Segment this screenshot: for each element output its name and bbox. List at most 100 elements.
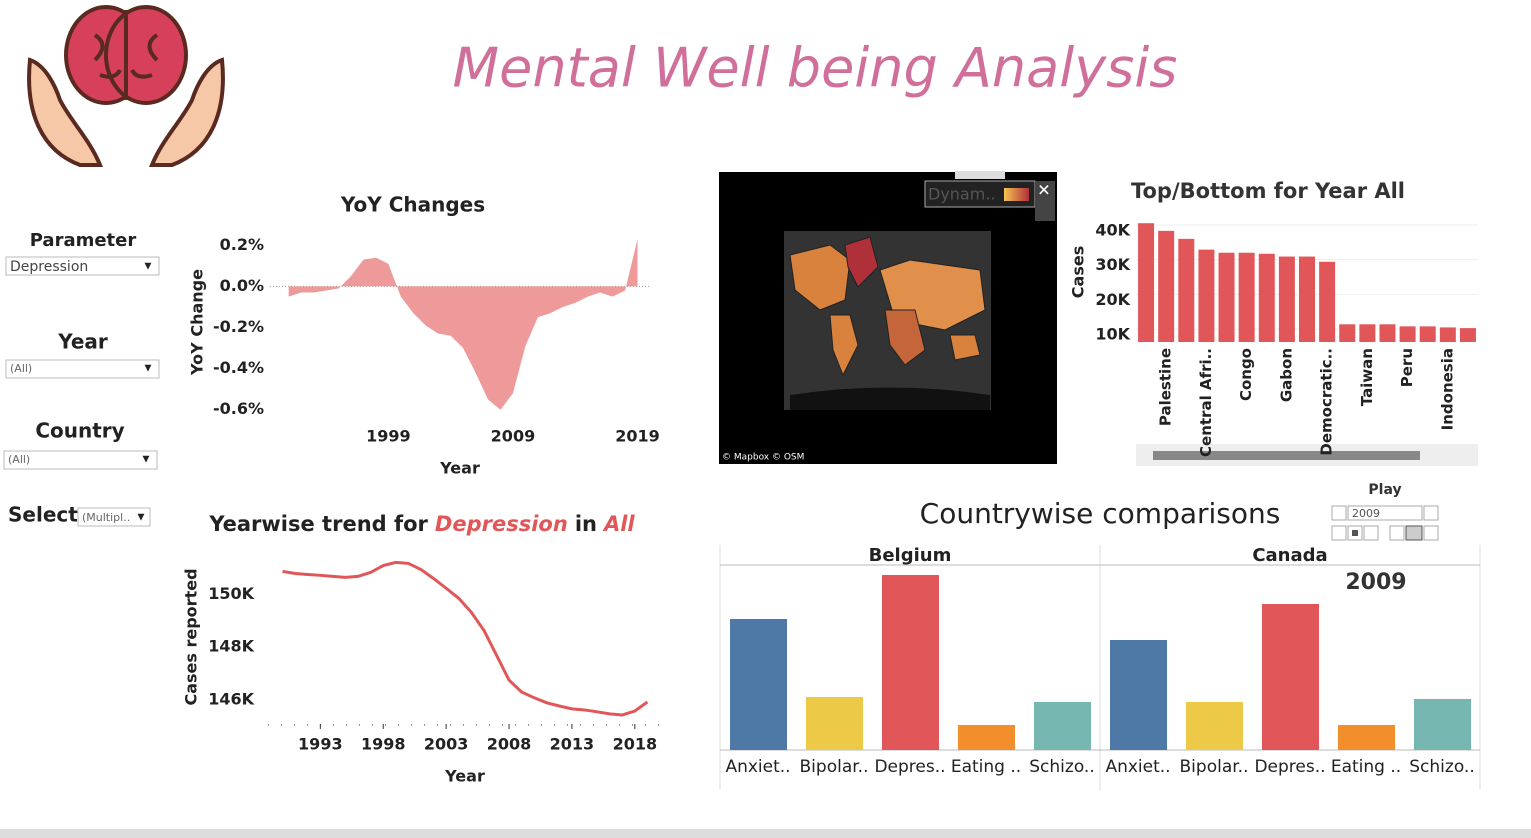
dropdown-value[interactable]: Depression	[10, 259, 88, 275]
play-label: Play	[1368, 482, 1401, 498]
x-tick-label: Palestine	[1157, 348, 1175, 426]
annotation: 2009	[1345, 570, 1406, 595]
play-controls[interactable]	[1331, 505, 1439, 541]
chart-title: Top/Bottom for Year All	[1131, 179, 1405, 203]
bar	[1359, 324, 1376, 342]
map[interactable]: Dynam.. ✕ © Mapbox © OSM	[719, 171, 1057, 464]
x-tick-label: Bipolar..	[800, 757, 869, 777]
line	[282, 560, 649, 717]
x-tick-label: 2003	[424, 735, 469, 754]
y-tick-label: 20K	[1095, 290, 1130, 309]
play-value[interactable]: 2009	[1352, 507, 1380, 520]
bar	[1178, 238, 1195, 342]
dropdown-arrow[interactable]: ▼	[145, 364, 152, 374]
bar	[1158, 230, 1175, 342]
dashboard-title: Mental Well being Analysis	[453, 37, 1178, 100]
bar	[1198, 249, 1215, 342]
bar	[1414, 699, 1471, 750]
bar	[1419, 326, 1436, 342]
x-axis-label: Year	[444, 767, 485, 786]
y-tick-label: -0.6%	[213, 399, 264, 418]
x-tick-label: Indonesia	[1438, 348, 1456, 430]
x-tick-label: Bipolar..	[1180, 757, 1249, 777]
y-tick-label: 150K	[208, 584, 254, 603]
y-axis-label: Cases	[1069, 246, 1088, 298]
dropdown[interactable]	[3, 450, 158, 470]
legend-title: Dynam..	[928, 185, 996, 204]
x-tick-label: Depres..	[874, 757, 945, 777]
x-tick-label: Schizo..	[1029, 757, 1094, 777]
x-tick-label: 2018	[613, 735, 658, 754]
y-tick-label: -0.4%	[213, 358, 264, 377]
y-tick-label: 146K	[208, 689, 254, 708]
bar	[1262, 604, 1319, 750]
dropdown-value[interactable]: (All)	[10, 362, 32, 375]
x-tick-label: 1999	[366, 427, 411, 446]
bar	[1319, 261, 1336, 342]
bar	[958, 725, 1015, 750]
y-axis-label: Cases reported	[182, 568, 201, 705]
filter-label: Parameter	[30, 230, 137, 251]
bar	[1238, 252, 1255, 342]
chart-title: YoY Changes	[340, 193, 485, 217]
bar	[1459, 328, 1476, 342]
attribution: © Mapbox © OSM	[722, 453, 804, 463]
bar	[1338, 725, 1395, 750]
bar	[806, 697, 863, 750]
x-tick-label: Taiwan	[1358, 348, 1376, 406]
dropdown[interactable]	[5, 256, 160, 276]
bar	[1186, 702, 1243, 750]
y-tick-label: 0.0%	[220, 276, 264, 295]
logo	[27, 5, 225, 167]
x-axis-label: Year	[439, 459, 480, 478]
bar	[1110, 640, 1167, 750]
filter-label: Year	[57, 330, 108, 354]
x-tick-label: Gabon	[1277, 348, 1295, 402]
bar	[730, 619, 787, 750]
x-tick-label: Eating ..	[1331, 757, 1401, 777]
dropdown[interactable]	[77, 507, 151, 527]
y-tick-label: 0.2%	[220, 235, 264, 254]
dropdown-value[interactable]: (Multipl..	[82, 511, 130, 524]
scrollbar-thumb[interactable]	[1153, 451, 1420, 460]
dropdown-arrow[interactable]: ▼	[138, 513, 145, 523]
dropdown-value[interactable]: (All)	[8, 453, 30, 466]
status-bar	[0, 829, 1531, 838]
bar	[1138, 223, 1155, 342]
y-tick-label: 10K	[1095, 325, 1130, 344]
x-tick-label: Peru	[1398, 348, 1416, 387]
dropdown[interactable]	[5, 359, 160, 379]
svg-text:✕: ✕	[1037, 181, 1050, 200]
x-tick-label: 2008	[487, 735, 532, 754]
chart-title: Yearwise trend for Depression in All	[208, 512, 635, 536]
x-tick-label: Congo	[1237, 348, 1255, 401]
bar	[1439, 327, 1456, 342]
bar	[1339, 324, 1356, 342]
bar	[1258, 253, 1275, 342]
panel-header: Belgium	[869, 545, 952, 566]
y-tick-label: -0.2%	[213, 317, 264, 336]
x-tick-label: Anxiet..	[1105, 757, 1170, 777]
x-tick-label: Anxiet..	[725, 757, 790, 777]
x-tick-label: Democratic..	[1318, 348, 1336, 456]
bar	[1034, 702, 1091, 750]
dropdown-arrow[interactable]: ▼	[143, 455, 150, 465]
x-tick-label: Schizo..	[1409, 757, 1474, 777]
bar	[1218, 252, 1235, 342]
y-axis-label: YoY Change	[188, 269, 207, 376]
y-tick-label: 40K	[1095, 220, 1130, 239]
x-tick-label: 1993	[298, 735, 343, 754]
x-tick-label: Depres..	[1254, 757, 1325, 777]
y-tick-label: 148K	[208, 637, 254, 656]
bar	[882, 575, 939, 750]
dropdown-arrow[interactable]: ▼	[145, 262, 152, 272]
chart-title: Countrywise comparisons	[920, 497, 1281, 530]
panel-header: Canada	[1252, 545, 1327, 566]
x-tick-label: 2019	[615, 427, 660, 446]
bar	[1299, 256, 1315, 342]
bar	[1278, 256, 1295, 342]
y-tick-label: 30K	[1095, 255, 1130, 274]
x-tick-label: Eating ..	[951, 757, 1021, 777]
bar	[1379, 324, 1396, 342]
